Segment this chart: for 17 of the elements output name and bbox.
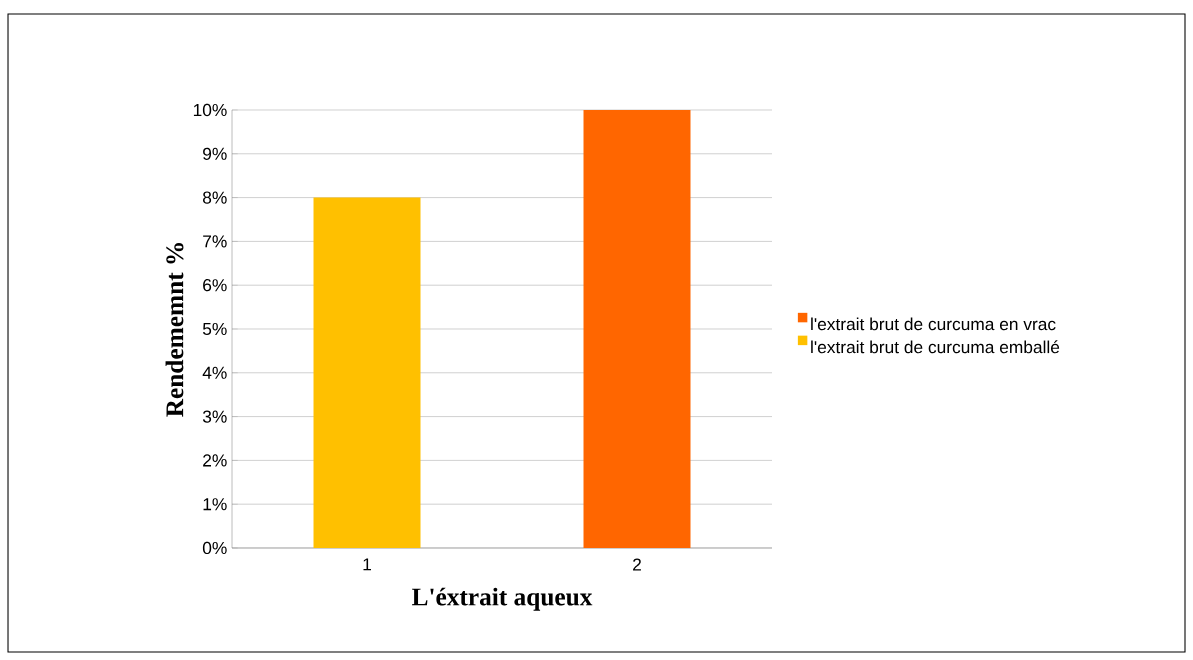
legend-label: l'extrait brut de curcuma en vrac [811,317,1056,331]
y-tick-label: 1% [203,498,227,511]
y-axis-title: Rendememnt % [165,243,184,417]
y-tick-label: 5% [202,322,227,336]
y-tick-label: 6% [203,279,227,292]
x-tick-label: 2 [633,558,641,571]
x-axis-title: L'éxtrait aqueux [412,587,593,611]
y-tick-label: 3% [202,410,227,423]
y-tick-label: 7% [203,235,227,248]
legend-label: l'extrait brut de curcuma emballé [811,340,1060,354]
y-tick-label: 4% [202,366,227,379]
y-tick-label: 9% [203,147,227,160]
y-tick-label: 2% [203,454,227,467]
y-tick-label: 8% [203,191,227,204]
y-tick-label: 10% [193,103,227,117]
x-tick-label: 1 [363,558,371,571]
y-tick-label: 0% [202,541,227,555]
